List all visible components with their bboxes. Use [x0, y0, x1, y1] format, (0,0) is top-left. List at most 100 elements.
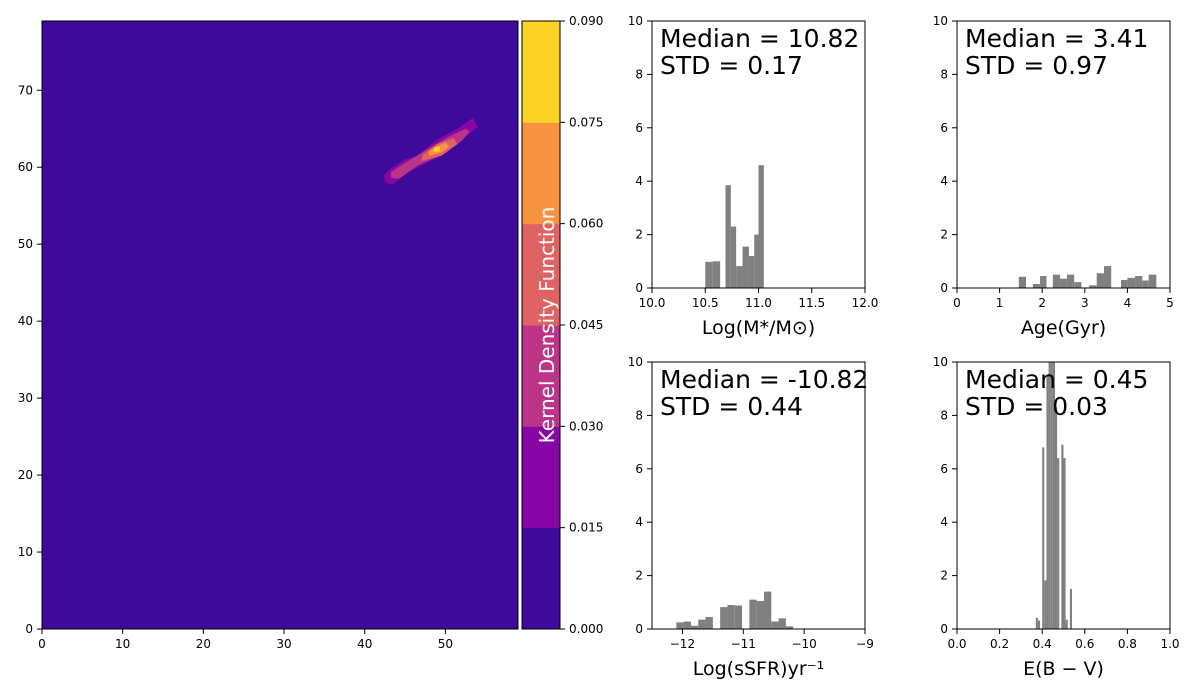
heatmap-frame [41, 20, 519, 630]
hist-bar [758, 165, 764, 288]
colorbar-band-5 [522, 122, 560, 225]
hist-xtick-label: −12 [670, 637, 695, 651]
hist-background [957, 21, 1170, 288]
heatmap-xtick-label: 0 [38, 637, 46, 651]
hist-xtick-label: 2 [1038, 296, 1046, 310]
hist-xtick-label: 11.0 [745, 296, 772, 310]
hist-ytick-label: 0 [635, 622, 643, 636]
hist-std-label: STD = 0.97 [965, 51, 1108, 80]
histogram-ssfr: −12 −11 −10 −9 0 2 4 6 8 10 Log(sSFR)yr⁻¹ Median = … [628, 355, 874, 680]
hist-ytick-label: 10 [628, 14, 643, 28]
hist-median-label: Median = 3.41 [965, 24, 1148, 53]
hist-bar [1048, 362, 1051, 629]
hist-std-label: STD = 0.03 [965, 392, 1108, 421]
hist-bar [756, 600, 764, 629]
hist-xtick-label: −11 [731, 637, 756, 651]
hist-bar [730, 226, 737, 288]
hist-bar [1065, 619, 1068, 629]
histogram-mass: 10.0 10.5 11.0 11.5 12.0 0 2 4 6 8 10 Log(M*/M⊙) Med… [628, 14, 879, 339]
hist-bar [1018, 276, 1027, 288]
colorbar-tick-label: 0.000 [569, 622, 603, 636]
hist-ytick-label: 6 [940, 462, 948, 476]
hist-bar [1054, 407, 1058, 629]
hist-bar [754, 234, 759, 288]
hist-bar [1096, 273, 1104, 288]
hist-bar [1135, 275, 1143, 288]
hist-ytick-label: 10 [933, 14, 948, 28]
hist-std-label: STD = 0.17 [660, 51, 803, 80]
hist-xtick-label: 12.0 [852, 296, 879, 310]
hist-bar [1040, 275, 1047, 288]
colorbar-tick-label: 0.030 [569, 419, 603, 433]
heatmap-ytick-label: 10 [18, 545, 33, 559]
hist-ytick-label: 10 [628, 355, 643, 369]
hist-ytick-label: 2 [635, 228, 643, 242]
hist-bar [1035, 617, 1038, 629]
hist-xlabel: E(B − V) [1023, 658, 1104, 680]
colorbar: 0.000 0.015 0.030 0.045 0.060 0.075 0.090 Kerne… [521, 14, 603, 636]
hist-bar [1127, 277, 1136, 288]
hist-bar [1066, 274, 1075, 288]
hist-bar [690, 625, 699, 629]
hist-xtick-label: 11.5 [798, 296, 825, 310]
hist-bar [1044, 580, 1047, 629]
hist-bar [1060, 278, 1067, 288]
hist-xtick-label: 1.0 [1160, 637, 1179, 651]
hist-bar [1103, 266, 1112, 288]
hist-ytick-label: 6 [635, 121, 643, 135]
hist-ytick-label: 8 [635, 408, 643, 422]
hist-bar [1142, 280, 1149, 288]
hist-bar [1042, 447, 1045, 629]
hist-bar [1052, 362, 1055, 629]
hist-bar [1050, 362, 1053, 629]
heatmap-ytick-label: 40 [18, 314, 33, 328]
hist-bar [1069, 588, 1073, 629]
hist-frame [956, 20, 1171, 289]
colorbar-tick-label: 0.060 [569, 217, 603, 231]
hist-bar [720, 607, 728, 629]
heatmap-xtick-label: 20 [196, 637, 211, 651]
hist-bar [1046, 375, 1049, 629]
hist-ytick-label: 0 [635, 281, 643, 295]
hist-xtick-label: −10 [791, 637, 816, 651]
hist-xtick-label: 4 [1124, 296, 1132, 310]
hist-xtick-label: 0.2 [990, 637, 1009, 651]
hist-bar [705, 616, 713, 629]
hist-frame [651, 361, 866, 630]
hist-bar [712, 261, 721, 288]
hist-bar [785, 626, 794, 629]
heatmap-xtick-label: 30 [276, 637, 291, 651]
heatmap-ytick-label: 50 [18, 237, 33, 251]
hist-frame [956, 361, 1171, 630]
heatmap-xtick-label: 50 [438, 637, 453, 651]
hist-xtick-label: 10.0 [639, 296, 666, 310]
hist-ytick-label: 2 [940, 228, 948, 242]
colorbar-band-4 [522, 223, 560, 326]
hist-ytick-label: 6 [635, 462, 643, 476]
hist-bar [1089, 285, 1097, 288]
hist-bar [1074, 282, 1082, 288]
hist-ytick-label: 8 [635, 67, 643, 81]
hist-ytick-label: 2 [635, 569, 643, 583]
hist-xtick-label: 0.6 [1075, 637, 1094, 651]
heatmap-xtick-label: 40 [357, 637, 372, 651]
hist-bar [736, 266, 743, 288]
hist-ytick-label: 10 [933, 355, 948, 369]
hist-bar [749, 599, 757, 629]
hist-bar [734, 605, 743, 629]
hist-bar [705, 261, 713, 288]
hist-median-label: Median = 0.45 [965, 365, 1148, 394]
heatmap-background [42, 21, 518, 629]
colorbar-label: Kernel Density Function [535, 207, 559, 444]
hist-xtick-label: 5 [1166, 296, 1174, 310]
colorbar-tick-label: 0.045 [569, 318, 603, 332]
heatmap-ytick-label: 30 [18, 391, 33, 405]
hist-ytick-label: 0 [940, 622, 948, 636]
colorbar-band-3 [522, 325, 560, 427]
hist-background [652, 362, 865, 629]
heatmap-ytick-label: 70 [18, 83, 33, 97]
heatmap-ytick-label: 0 [25, 622, 33, 636]
hist-ytick-label: 6 [940, 121, 948, 135]
hist-xtick-label: 0.8 [1118, 637, 1137, 651]
